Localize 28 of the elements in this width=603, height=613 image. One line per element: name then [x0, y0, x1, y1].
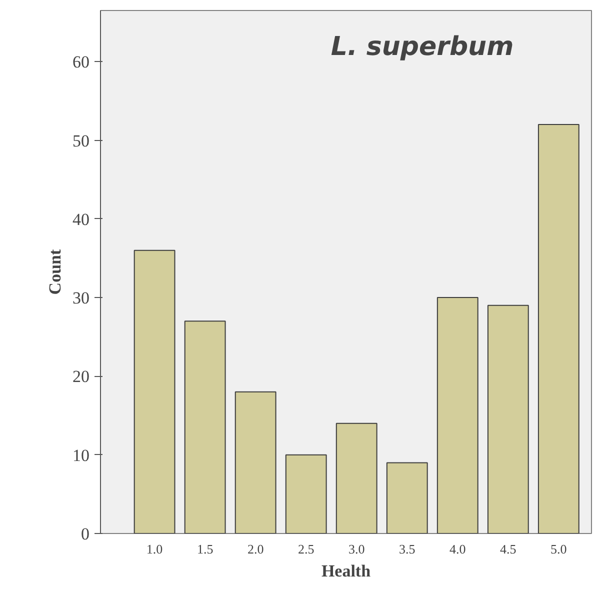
- x-tick-label: 2.5: [298, 542, 314, 556]
- bar: [234, 391, 276, 534]
- y-tick-label: 50: [72, 131, 90, 150]
- x-axis-title: Health: [321, 562, 372, 580]
- bar: [436, 297, 478, 534]
- x-tick-label: 4.0: [450, 542, 466, 556]
- x-tick-label: 4.5: [500, 542, 516, 556]
- bar: [285, 454, 327, 534]
- y-axis-title: Count: [46, 248, 64, 295]
- y-tick-label: 0: [81, 524, 90, 544]
- text: L. superbum: [330, 32, 514, 62]
- y-tick-label: 60: [72, 52, 90, 72]
- y-tick-label: 40: [72, 210, 90, 229]
- bar: [538, 124, 580, 534]
- y-tick-label: 20: [72, 367, 90, 386]
- bar: [184, 320, 226, 534]
- bar: [487, 304, 529, 534]
- y-tick-label: 30: [72, 288, 90, 308]
- y-tick-label: 10: [72, 446, 90, 465]
- x-tick-label: 3.5: [398, 542, 416, 556]
- bar: [134, 250, 176, 534]
- x-tick-label: 1.0: [146, 542, 163, 556]
- x-tick-label: 1.5: [196, 542, 214, 556]
- bar: [386, 462, 428, 534]
- x-tick-label: 5.0: [550, 542, 567, 556]
- bar: [336, 422, 378, 534]
- x-tick-label: 2.0: [247, 542, 264, 556]
- x-tick-label: 3.0: [348, 542, 365, 556]
